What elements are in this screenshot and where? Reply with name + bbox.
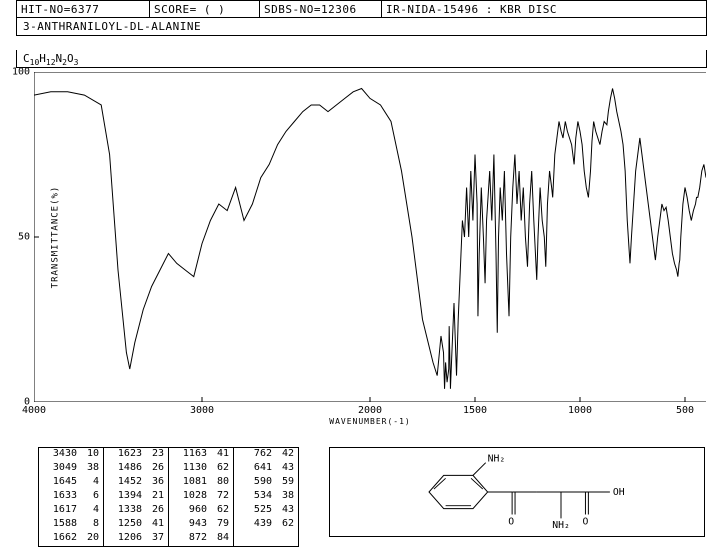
peak-column: 76242 64143 59059 53438 52543 43962 bbox=[234, 448, 298, 546]
nh2-label: NH₂ bbox=[488, 454, 506, 465]
spectrum-plot bbox=[34, 72, 706, 402]
x-tick: 2000 bbox=[358, 405, 382, 416]
peak-cell: 59059 bbox=[234, 476, 298, 490]
peak-column: 116341113062108180102872 96062 94379 872… bbox=[169, 448, 234, 546]
formula-c-n: 10 bbox=[30, 58, 40, 67]
peak-column: 1623231486261452361394211338261250411206… bbox=[104, 448, 169, 546]
score-cell: SCORE= ( ) bbox=[150, 0, 260, 18]
spectrum-chart: TRANSMITTANCE(%) WAVENUMBER(-1) 05010040… bbox=[34, 72, 706, 402]
peak-cell: 1645 4 bbox=[39, 476, 103, 490]
x-axis-label: WAVENUMBER(-1) bbox=[329, 417, 410, 426]
peak-cell: 125041 bbox=[104, 518, 168, 532]
structure-diagram: NH₂ O NH₂ O OH bbox=[329, 447, 705, 537]
peak-cell: 120637 bbox=[104, 532, 168, 546]
peak-cell: 96062 bbox=[169, 504, 233, 518]
y-tick: 50 bbox=[10, 232, 30, 243]
o2-label: O bbox=[583, 516, 589, 527]
peak-cell bbox=[234, 532, 298, 546]
peak-cell: 1617 4 bbox=[39, 504, 103, 518]
peak-cell: 113062 bbox=[169, 462, 233, 476]
peak-cell: 133826 bbox=[104, 504, 168, 518]
peak-cell: 145236 bbox=[104, 476, 168, 490]
x-tick: 4000 bbox=[22, 405, 46, 416]
formula-h-n: 12 bbox=[46, 58, 56, 67]
x-tick: 1500 bbox=[463, 405, 487, 416]
peak-cell: 116341 bbox=[169, 448, 233, 462]
o1-label: O bbox=[508, 516, 514, 527]
compound-name: 3-ANTHRANILOYL-DL-ALANINE bbox=[16, 18, 707, 36]
y-tick: 100 bbox=[10, 67, 30, 78]
peak-cell: 94379 bbox=[169, 518, 233, 532]
x-tick: 1000 bbox=[568, 405, 592, 416]
header-row: HIT-NO=6377 SCORE= ( ) SDBS-NO=12306 IR-… bbox=[0, 0, 715, 18]
peak-cell: 148626 bbox=[104, 462, 168, 476]
peak-cell: 162323 bbox=[104, 448, 168, 462]
formula-c: C bbox=[23, 52, 30, 65]
peak-column: 3430103049381645 41633 61617 41588 81662… bbox=[39, 448, 104, 546]
formula-o: O bbox=[67, 52, 74, 65]
peak-cell: 43962 bbox=[234, 518, 298, 532]
nh2-2-label: NH₂ bbox=[552, 520, 570, 531]
hit-no-cell: HIT-NO=6377 bbox=[16, 0, 150, 18]
bottom-area: 3430103049381645 41633 61617 41588 81662… bbox=[38, 447, 705, 547]
peak-cell: 64143 bbox=[234, 462, 298, 476]
peak-cell: 52543 bbox=[234, 504, 298, 518]
peak-cell: 87284 bbox=[169, 532, 233, 546]
peak-cell: 76242 bbox=[234, 448, 298, 462]
ir-info-cell: IR-NIDA-15496 : KBR DISC bbox=[382, 0, 707, 18]
peak-cell: 53438 bbox=[234, 490, 298, 504]
peak-cell: 139421 bbox=[104, 490, 168, 504]
peak-cell: 166220 bbox=[39, 532, 103, 546]
formula-o-n: 3 bbox=[74, 58, 79, 67]
formula: C10H12N2O3 bbox=[16, 50, 707, 68]
peak-cell: 1633 6 bbox=[39, 490, 103, 504]
formula-h: H bbox=[39, 52, 46, 65]
peak-cell: 304938 bbox=[39, 462, 103, 476]
x-tick: 3000 bbox=[190, 405, 214, 416]
x-tick: 500 bbox=[676, 405, 694, 416]
sdbs-no-cell: SDBS-NO=12306 bbox=[260, 0, 382, 18]
peak-cell: 1588 8 bbox=[39, 518, 103, 532]
peak-cell: 108180 bbox=[169, 476, 233, 490]
oh-label: OH bbox=[613, 487, 625, 498]
peak-cell: 343010 bbox=[39, 448, 103, 462]
peak-table: 3430103049381645 41633 61617 41588 81662… bbox=[38, 447, 299, 547]
peak-cell: 102872 bbox=[169, 490, 233, 504]
